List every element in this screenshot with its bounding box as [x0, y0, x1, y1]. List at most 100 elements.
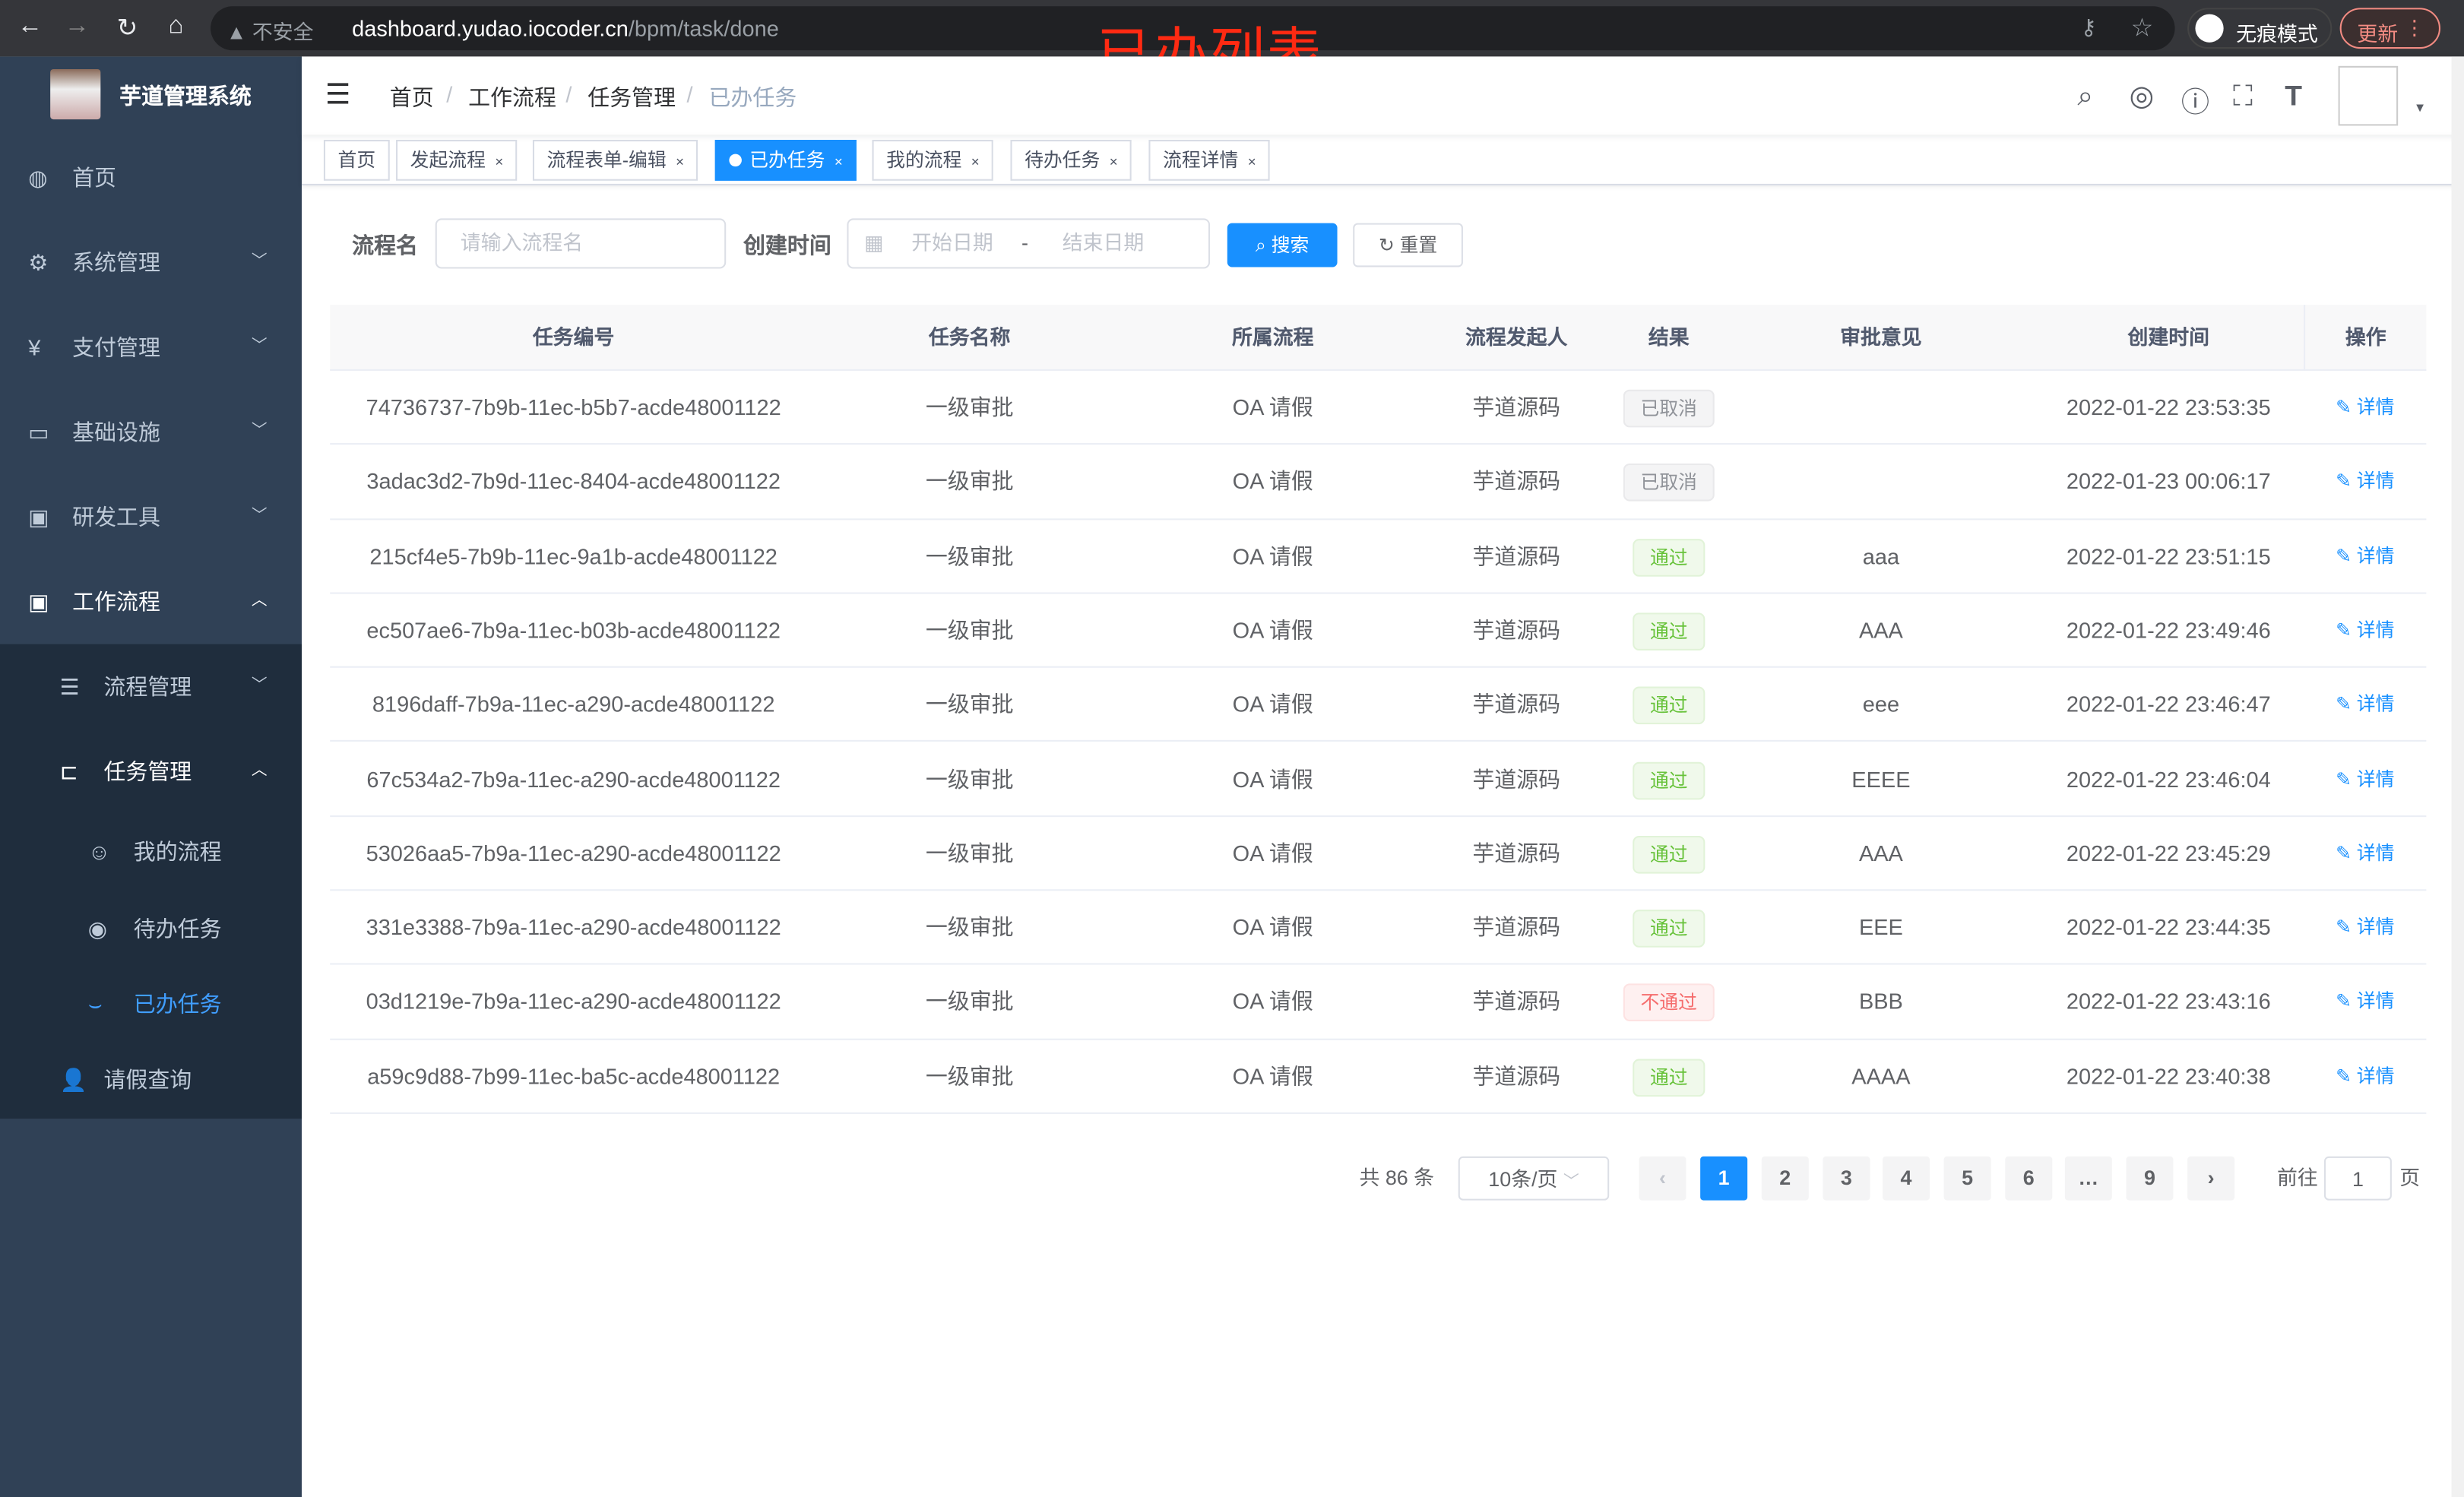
detail-link[interactable]: ✎ 详情	[2304, 520, 2426, 593]
update-button[interactable]: 更新 ⋮	[2339, 8, 2440, 49]
detail-link[interactable]: ✎ 详情	[2304, 965, 2426, 1039]
tag-my-process[interactable]: 我的流程 ×	[872, 140, 994, 181]
search-button[interactable]: ⌕ 搜索	[1227, 223, 1338, 267]
tag-done-task[interactable]: 已办任务 ×	[714, 140, 857, 181]
start-date-input[interactable]: 开始日期	[911, 230, 993, 255]
github-icon[interactable]: ◎	[2129, 80, 2155, 112]
sidebar-item-done[interactable]: ⌣ 已办任务	[0, 965, 302, 1043]
initiator-cell: 芋道源码	[1472, 394, 1561, 420]
help-icon[interactable]: ⓘ	[2181, 86, 2210, 119]
create-time-range[interactable]: ▦ 开始日期 - 结束日期	[847, 218, 1211, 269]
tag-form-edit[interactable]: 流程表单-编辑 ×	[532, 140, 698, 181]
sidebar-item-task-manage[interactable]: ⊏ 任务管理 ︿	[0, 729, 302, 814]
tag-home[interactable]: 首页	[323, 140, 390, 181]
detail-link[interactable]: ✎ 详情	[2304, 668, 2426, 742]
sidebar-item-leave[interactable]: 👤 请假查询	[0, 1040, 302, 1119]
font-size-icon[interactable]: T	[2285, 80, 2303, 112]
sidebar-item-my-process[interactable]: ☺ 我的流程	[0, 812, 302, 891]
sidebar-item-process-manage[interactable]: ☰ 流程管理 ﹀	[0, 644, 302, 730]
user-icon: 👤	[59, 1066, 87, 1092]
create-time-label: 创建时间	[743, 233, 831, 258]
address-bar[interactable]: ▲ 不安全 dashboard.yudao.iocoder.cn/bpm/tas…	[211, 6, 2175, 51]
sidebar-item-pay[interactable]: ¥ 支付管理 ﹀	[0, 305, 302, 390]
breadcrumb-workflow[interactable]: 工作流程	[468, 84, 556, 110]
close-icon[interactable]: ×	[1109, 153, 1118, 170]
tags-view	[301, 135, 2464, 185]
incognito-badge[interactable]: 无痕模式	[2187, 8, 2333, 49]
page-button[interactable]: 1	[1700, 1156, 1748, 1201]
star-icon[interactable]: ☆	[2130, 15, 2154, 43]
scrollbar[interactable]	[2451, 56, 2464, 1497]
close-icon[interactable]: ×	[676, 153, 684, 170]
page-button[interactable]: 9	[2126, 1156, 2174, 1201]
initiator-cell: 芋道源码	[1472, 617, 1561, 643]
goto-page-input[interactable]: 1	[2323, 1156, 2392, 1201]
page-button[interactable]: 4	[1882, 1156, 1930, 1201]
breadcrumb-home[interactable]: 首页	[389, 84, 434, 110]
end-date-input[interactable]: 结束日期	[1062, 230, 1145, 255]
close-icon[interactable]: ×	[971, 153, 980, 170]
reload-icon[interactable]: ↻	[116, 15, 138, 43]
hamburger-icon[interactable]: ☰	[325, 78, 351, 110]
close-icon[interactable]: ×	[834, 153, 843, 170]
page-size-select[interactable]: 10条/页 ﹀	[1458, 1156, 1610, 1201]
chevron-down-icon: ﹀	[251, 423, 268, 440]
avatar[interactable]	[2338, 65, 2399, 126]
page-button[interactable]: 3	[1823, 1156, 1870, 1201]
key-icon[interactable]: ⚷	[2080, 14, 2097, 40]
sidebar-item-system[interactable]: ⚙ 系统管理 ﹀	[0, 220, 302, 305]
next-page-button[interactable]: ›	[2187, 1156, 2235, 1201]
page-button[interactable]: 6	[2005, 1156, 2053, 1201]
column-header: 流程发起人	[1465, 324, 1568, 350]
detail-link[interactable]: ✎ 详情	[2304, 817, 2426, 891]
initiator-cell: 芋道源码	[1472, 989, 1561, 1014]
sidebar-item-label: 我的流程	[133, 839, 222, 865]
more-pages-button[interactable]: …	[2064, 1156, 2112, 1201]
detail-label: 详情	[2356, 841, 2395, 864]
sidebar-item-workflow[interactable]: ▣ 工作流程 ︿	[0, 559, 302, 644]
calendar-icon: ▦	[864, 230, 884, 255]
sidebar-item-home[interactable]: ◍ 首页	[0, 135, 302, 220]
tag-start-process[interactable]: 发起流程 ×	[396, 140, 518, 181]
fullscreen-icon[interactable]: ⛶	[2233, 80, 2253, 112]
detail-link[interactable]: ✎ 详情	[2304, 593, 2426, 667]
back-icon[interactable]: ←	[17, 12, 43, 40]
task-id-cell: 03d1219e-7b9a-11ec-a290-acde48001122	[366, 989, 781, 1014]
page-button[interactable]: 2	[1761, 1156, 1809, 1201]
tag-process-detail[interactable]: 流程详情 ×	[1148, 140, 1271, 181]
caret-down-icon[interactable]: ▼	[2413, 100, 2427, 115]
initiator-cell: 芋道源码	[1472, 1063, 1561, 1089]
sidebar-item-infra[interactable]: ▭ 基础设施 ﹀	[0, 390, 302, 475]
home-icon[interactable]: ⌂	[168, 12, 184, 40]
tag-label: 发起流程	[410, 149, 486, 172]
close-icon[interactable]: ×	[1247, 153, 1256, 170]
sidebar-item-devtools[interactable]: ▣ 研发工具 ﹀	[0, 474, 302, 559]
tag-todo[interactable]: 待办任务 ×	[1010, 140, 1132, 181]
range-separator: -	[1021, 230, 1028, 255]
page-button[interactable]: 5	[1943, 1156, 1991, 1201]
forward-icon[interactable]: →	[64, 12, 90, 40]
detail-link[interactable]: ✎ 详情	[2304, 445, 2426, 519]
sidebar-item-todo[interactable]: ◉ 待办任务	[0, 889, 302, 967]
goto-suffix: 页	[2399, 1166, 2421, 1190]
detail-link[interactable]: ✎ 详情	[2304, 371, 2426, 445]
prev-page-button[interactable]: ‹	[1639, 1156, 1686, 1201]
reset-button[interactable]: ↻ 重置	[1353, 223, 1463, 267]
detail-link[interactable]: ✎ 详情	[2304, 891, 2426, 965]
status-badge: 通过	[1633, 761, 1705, 799]
comment-cell: AAA	[1858, 617, 1903, 643]
close-icon[interactable]: ×	[495, 153, 504, 170]
task-name-cell: 一级审批	[925, 840, 1014, 866]
process-name-input[interactable]: 请输入流程名	[435, 218, 727, 269]
status-badge: 通过	[1633, 686, 1705, 725]
security-warning[interactable]: ▲ 不安全	[226, 16, 314, 46]
initiator-cell: 芋道源码	[1472, 840, 1561, 866]
breadcrumb-separator: /	[446, 81, 453, 107]
detail-link[interactable]: ✎ 详情	[2304, 1040, 2426, 1113]
logo	[50, 68, 101, 120]
page-size-value: 10条/页	[1488, 1167, 1558, 1192]
search-icon[interactable]: ⌕	[2077, 80, 2094, 112]
create-time-cell: 2022-01-22 23:40:38	[2066, 1063, 2271, 1089]
breadcrumb-task[interactable]: 任务管理	[587, 84, 676, 110]
detail-link[interactable]: ✎ 详情	[2304, 742, 2426, 816]
